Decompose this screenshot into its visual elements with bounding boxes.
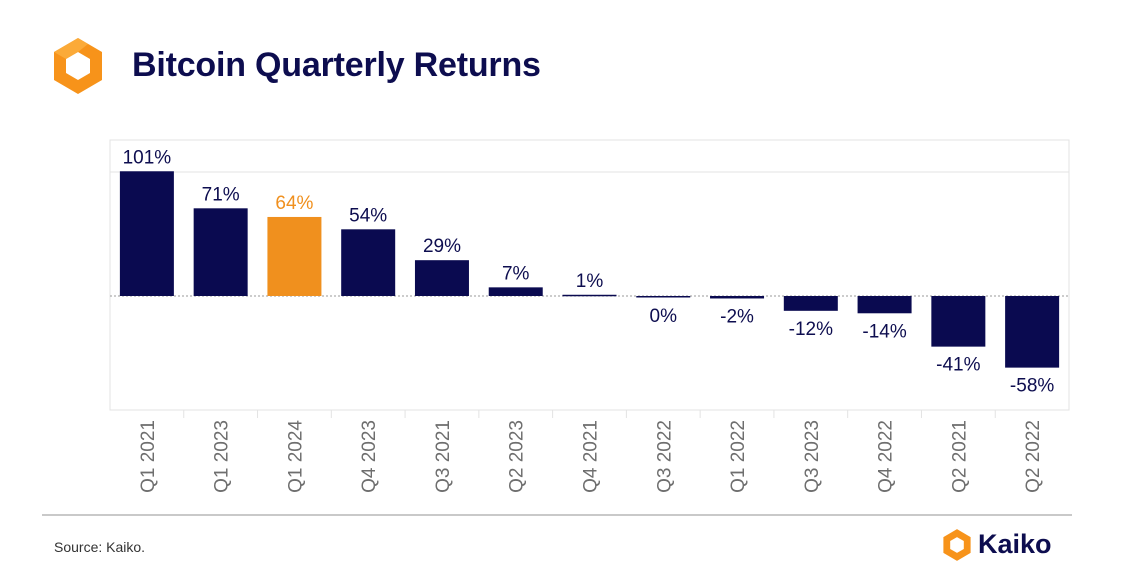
data-label: 1% [576,271,604,292]
x-tick-label: Q2 2023 [507,420,528,493]
data-label: -2% [720,306,754,327]
data-label: -14% [862,321,906,342]
data-label: 29% [423,236,461,257]
brand-name: Kaiko [978,529,1052,559]
x-tick-label: Q3 2022 [654,420,675,493]
bar [341,229,396,296]
bar [636,296,691,298]
x-tick-label: Q3 2021 [433,420,454,493]
data-label: -41% [936,355,980,376]
bar [193,208,248,296]
x-tick-label: Q1 2022 [728,420,749,493]
brand-logo: Kaiko [940,524,1080,564]
data-label: 7% [502,263,530,284]
x-tick-label: Q4 2021 [581,420,602,493]
data-label: 54% [349,205,387,226]
bar [857,296,912,314]
bar [931,296,986,347]
plot-frame [109,139,1070,411]
x-tick-label: Q2 2021 [949,420,970,493]
x-tick-label: Q4 2022 [876,420,897,493]
source-note: Source: Kaiko. [54,539,146,555]
x-tick-label: Q1 2024 [285,420,306,493]
bar [488,287,543,296]
bar [414,260,469,296]
footer-divider [42,514,1072,516]
x-tick-label: Q1 2023 [212,420,233,493]
bar-chart: 101% Q1 2021 71% Q1 2023 64% Q1 2024 54% Q4 202… [109,139,1070,493]
bar [783,296,838,311]
data-label: -58% [1010,376,1054,397]
x-tick-label: Q3 2023 [802,420,823,493]
chart-area: 101% Q1 2021 71% Q1 2023 64% Q1 2024 54% Q4 202… [109,139,1070,493]
bar [562,294,617,297]
data-label: 64% [275,193,313,214]
data-label: 71% [202,184,240,205]
kaiko-logo-icon [54,38,102,94]
data-label: 0% [650,306,678,327]
data-label: 101% [123,147,172,168]
x-tick-label: Q4 2023 [359,420,380,493]
x-tick-label: Q2 2022 [1023,420,1044,493]
bar [710,296,765,299]
data-label: -12% [789,319,833,340]
bar [119,171,174,296]
bar [267,216,322,296]
bar [1005,296,1060,368]
kaiko-brand-icon [943,529,971,561]
page-title: Bitcoin Quarterly Returns [132,46,541,84]
x-tick-label: Q1 2021 [138,420,159,493]
